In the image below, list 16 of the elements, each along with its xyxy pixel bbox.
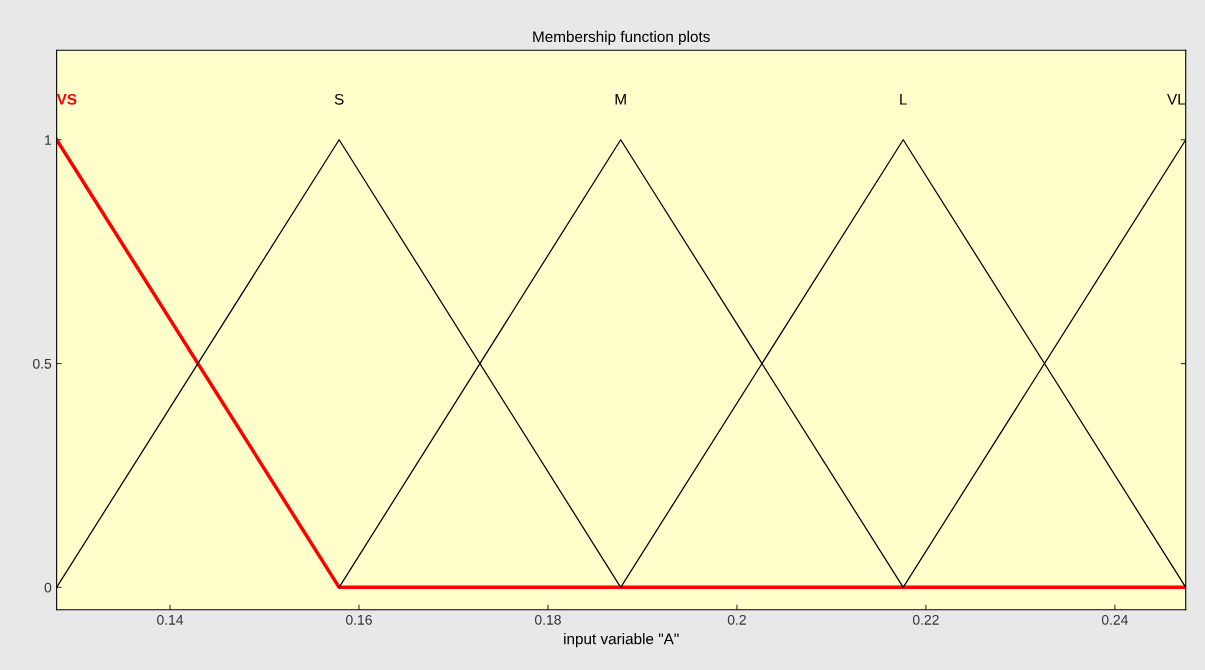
text: S — [334, 93, 344, 105]
text: M — [615, 94, 626, 105]
chart-title: Membership function plots — [533, 30, 710, 46]
text: VS — [56, 93, 77, 105]
x-axis-title: input variable "A" — [564, 633, 679, 648]
text: VL — [1167, 94, 1186, 105]
x-tick-label: 0.24 — [1101, 614, 1128, 625]
x-tick-label: 0.14 — [157, 614, 184, 625]
x-tick-label: 0.18 — [534, 614, 561, 625]
text: L — [900, 94, 907, 105]
x-tick-label: 0.22 — [912, 614, 939, 625]
y-tick-label: 0.5 — [33, 358, 52, 369]
y-tick-label: 0 — [44, 582, 52, 593]
x-tick-label: 0.16 — [346, 614, 372, 625]
y-tick-label: 1 — [45, 135, 52, 145]
x-tick-label: 0.2 — [727, 614, 746, 625]
